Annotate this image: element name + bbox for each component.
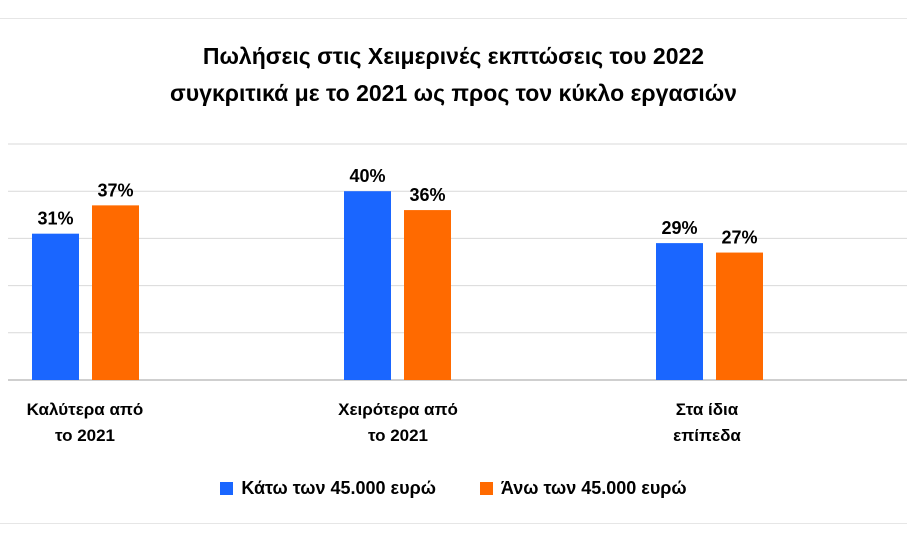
category-label-line: Καλύτερα από (26, 400, 144, 419)
data-label: 36% (409, 185, 445, 205)
data-label: 27% (721, 228, 757, 248)
legend-swatch-orange (479, 482, 493, 495)
top-border (0, 18, 907, 19)
category-label-better: Καλύτερα από το 2021 (0, 397, 175, 449)
legend-label: Άνω των 45.000 ευρώ (500, 478, 687, 498)
data-label: 37% (97, 180, 133, 200)
legend-label: Κάτω των 45.000 ευρώ (241, 478, 436, 498)
category-label-same: Στα ίδια επίπεδα (617, 397, 797, 449)
category-label-line: επίπεδα (673, 426, 741, 445)
bar-series-1-category-2 (344, 191, 391, 380)
bar-series-2-category-2 (404, 210, 451, 380)
legend-item-above-45000: Άνω των 45.000 ευρώ (479, 478, 687, 499)
chart-title: Πωλήσεις στις Χειμερινές εκπτώσεις του 2… (0, 38, 907, 112)
bottom-border (0, 523, 907, 524)
legend-item-below-45000: Κάτω των 45.000 ευρώ (220, 478, 436, 499)
data-label: 31% (37, 209, 73, 229)
bar-series-1-category-3 (656, 243, 703, 380)
legend-swatch-blue (220, 482, 234, 495)
chart-title-line-2: συγκριτικά με το 2021 ως προς τον κύκλο … (170, 80, 737, 106)
category-label-line: το 2021 (54, 426, 116, 445)
data-label: 40% (349, 166, 385, 186)
legend: Κάτω των 45.000 ευρώ Άνω των 45.000 ευρώ (0, 478, 907, 499)
bar-series-2-category-3 (716, 252, 763, 380)
category-label-line: Στα ίδια (675, 400, 739, 419)
bar-series-2-category-1 (92, 205, 139, 380)
chart-title-line-1: Πωλήσεις στις Χειμερινές εκπτώσεις του 2… (202, 43, 705, 69)
category-label-worse: Χειρότερα από το 2021 (308, 397, 488, 449)
category-label-line: το 2021 (367, 426, 429, 445)
bar-series-1-category-1 (32, 233, 79, 380)
category-label-line: Χειρότερα από (338, 400, 458, 419)
data-label: 29% (661, 218, 697, 238)
